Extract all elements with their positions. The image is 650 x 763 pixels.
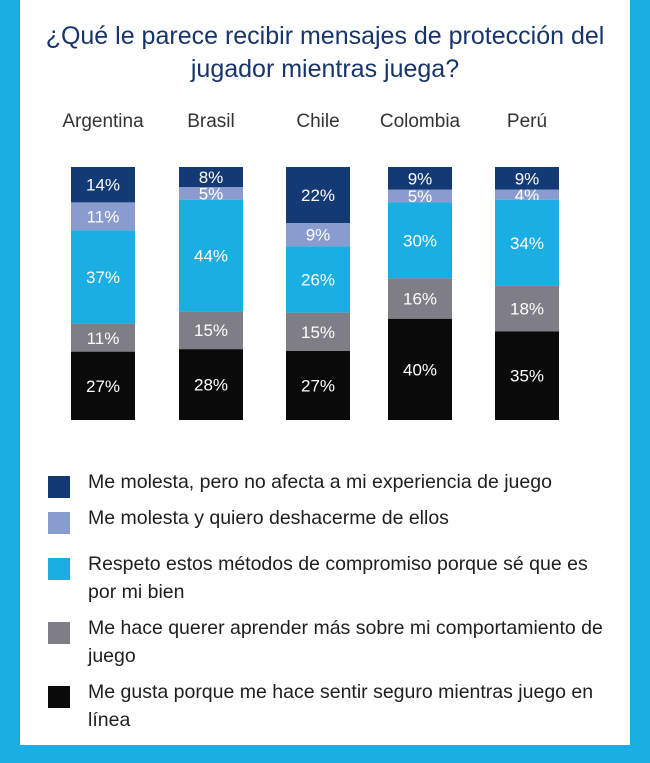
bar-segment-1-4 [179, 349, 243, 420]
stacked-bar-chart: Argentina14%11%37%11%27%Brasil8%5%44%15%… [62, 111, 559, 420]
bar-segment-0-1 [71, 202, 135, 231]
chart-title: ¿Qué le parece recibir mensajes de prote… [45, 22, 605, 83]
data-label-4-3: 18% [510, 300, 544, 319]
data-label-0-1: 11% [87, 207, 120, 226]
legend-label-2: Respeto estos métodos de compromiso porq… [88, 553, 588, 603]
bar-segment-3-3 [388, 278, 452, 319]
bar-segment-0-3 [71, 323, 135, 352]
bar-segment-3-0 [388, 167, 452, 190]
data-label-1-4: 28% [194, 376, 228, 395]
legend-swatch-3 [48, 622, 70, 644]
bar-segment-1-0 [179, 167, 243, 188]
bar-segment-3-1 [388, 189, 452, 203]
data-label-0-4: 27% [86, 377, 120, 396]
legend-swatch-1 [48, 512, 70, 534]
bar-segment-3-4 [388, 318, 452, 420]
bar-segment-3-2 [388, 202, 452, 279]
data-label-3-0: 9% [408, 169, 433, 188]
data-label-2-3: 15% [301, 323, 335, 342]
legend-label-1: Me molesta y quiero deshacerme de ellos [88, 507, 449, 529]
data-label-4-0: 9% [515, 169, 540, 188]
data-label-0-3: 11% [87, 329, 120, 348]
data-label-2-4: 27% [301, 377, 335, 396]
bar-segment-2-3 [286, 312, 350, 351]
data-label-0-0: 14% [86, 176, 120, 195]
data-label-3-1: 5% [408, 187, 433, 206]
bar-segment-2-1 [286, 223, 350, 247]
bar-segment-2-0 [286, 167, 350, 224]
data-label-1-3: 15% [194, 321, 228, 340]
bar-segment-2-4 [286, 351, 350, 420]
data-label-1-0: 8% [199, 168, 224, 187]
bar-segment-4-2 [495, 199, 559, 286]
data-label-2-1: 9% [306, 226, 331, 245]
category-label-1: Brasil [187, 111, 235, 132]
bar-segment-0-0 [71, 167, 135, 203]
data-label-3-2: 30% [403, 231, 437, 250]
data-label-3-3: 16% [403, 290, 437, 309]
bar-segment-0-4 [71, 351, 135, 420]
data-label-2-0: 22% [301, 186, 335, 205]
bar-segment-2-2 [286, 246, 350, 313]
legend-label-4: Me gusta porque me hace sentir seguro mi… [88, 681, 594, 731]
legend-label-3: Me hace querer aprender más sobre mi com… [88, 617, 603, 667]
data-label-1-2: 44% [194, 247, 228, 266]
category-label-0: Argentina [62, 111, 144, 132]
category-label-4: Perú [507, 111, 547, 132]
legend-swatch-4 [48, 686, 70, 708]
chart-card: ¿Qué le parece recibir mensajes de prote… [20, 0, 630, 745]
data-label-0-2: 37% [86, 268, 120, 287]
legend-label-0: Me molesta, pero no afecta a mi experien… [88, 471, 552, 493]
legend-swatch-0 [48, 476, 70, 498]
bar-segment-0-2 [71, 230, 135, 324]
data-label-3-4: 40% [403, 360, 437, 379]
data-label-2-2: 26% [301, 270, 335, 289]
bar-segment-1-2 [179, 199, 243, 312]
category-label-3: Colombia [380, 111, 461, 132]
bar-segment-1-3 [179, 311, 243, 350]
legend-swatch-2 [48, 558, 70, 580]
bar-segment-1-1 [179, 187, 243, 200]
bar-segment-4-0 [495, 167, 559, 190]
bar-segment-4-1 [495, 189, 559, 200]
data-label-1-1: 5% [199, 185, 224, 204]
category-label-2: Chile [296, 111, 339, 132]
bar-segment-4-4 [495, 331, 559, 420]
data-label-4-4: 35% [510, 367, 544, 386]
bar-segment-4-3 [495, 285, 559, 332]
data-label-4-2: 34% [510, 234, 544, 253]
